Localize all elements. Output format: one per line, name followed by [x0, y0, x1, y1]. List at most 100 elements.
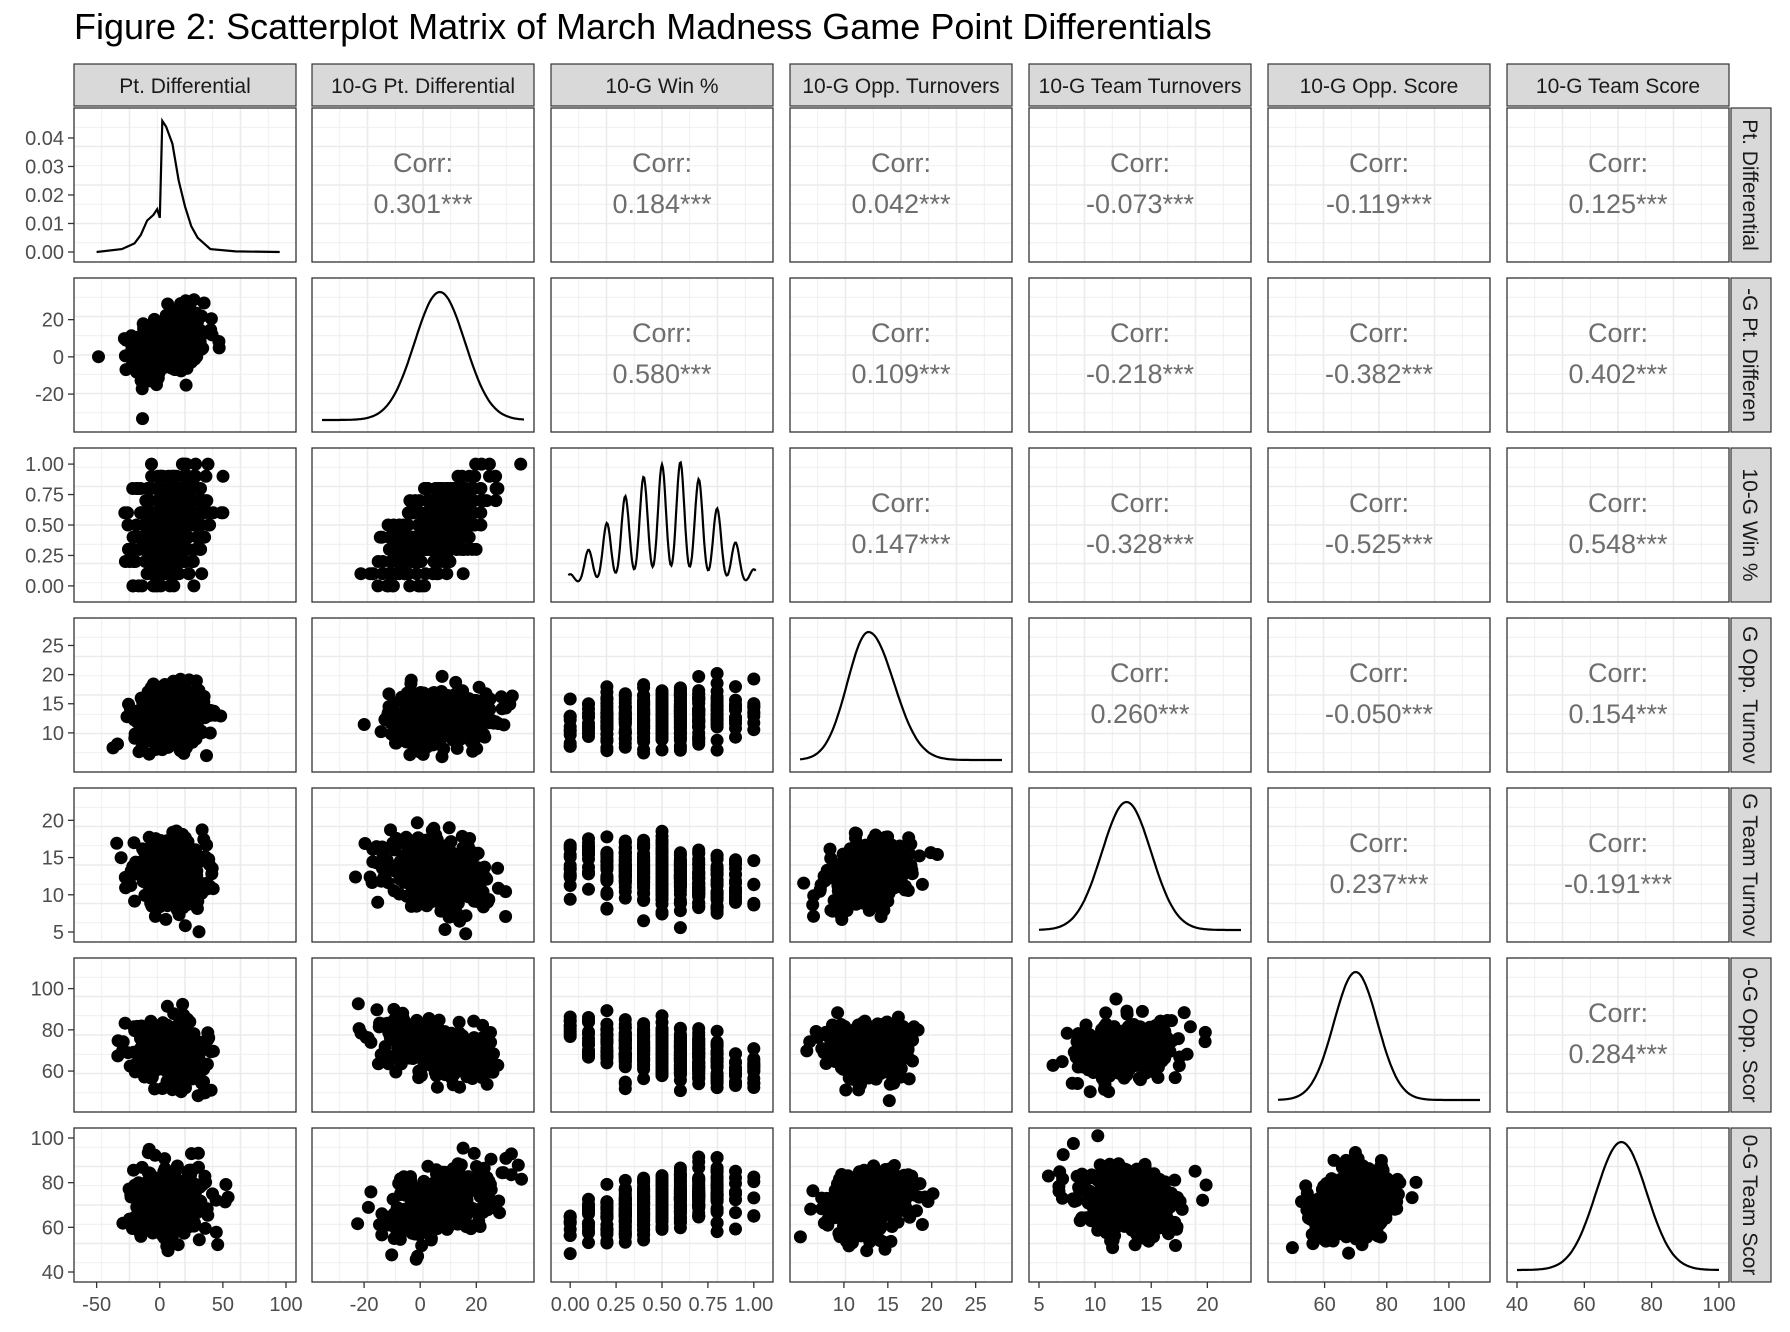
scatter-point [710, 852, 724, 866]
panel-content [357, 669, 519, 764]
scatter-point [673, 921, 687, 935]
matrix-panel [550, 787, 774, 943]
panel-content [110, 823, 220, 939]
scatter-point [824, 851, 838, 865]
column-strip: 10-G Win % [550, 63, 774, 107]
scatter-point [600, 861, 614, 875]
scatter-point [618, 740, 632, 754]
corr-value: 0.580*** [612, 359, 712, 389]
matrix-panel: Corr: 0.301*** [311, 107, 535, 263]
column-strip: 10-G Opp. Score [1267, 63, 1491, 107]
scatter-point [165, 350, 179, 363]
panel-border [1028, 107, 1252, 263]
panel-content [567, 460, 757, 583]
scatter-point [710, 743, 724, 757]
scatter-point [885, 874, 899, 888]
scatter-point [185, 735, 199, 749]
column-strip-label: 10-G Win % [605, 75, 718, 98]
scatter-point [869, 888, 883, 902]
density-curve [799, 630, 1002, 762]
scatter-point [902, 831, 916, 845]
corr-value: 0.548*** [1568, 529, 1668, 559]
scatter-point [183, 302, 197, 316]
panel-content [118, 457, 230, 593]
scatter-points [349, 816, 513, 941]
scatter-point [747, 701, 761, 715]
scatter-point [185, 860, 199, 874]
matrix-panel: Corr: -0.073*** [1028, 107, 1252, 263]
panel-border [1028, 447, 1252, 603]
scatter-point [637, 701, 651, 715]
scatter-point [747, 898, 761, 912]
scatter-point [460, 855, 474, 869]
matrix-panel [550, 447, 774, 603]
panel-border [1267, 447, 1491, 603]
scatter-point [181, 469, 195, 483]
corr-label: Corr: [871, 148, 931, 178]
panel-border [311, 107, 535, 263]
panel-border [789, 447, 1013, 603]
panel-content: Corr: 0.147*** [851, 488, 951, 559]
scatter-point [563, 870, 577, 884]
scatter-point [655, 743, 669, 757]
panel-content: Corr: 0.548*** [1568, 488, 1668, 559]
panel-grid [551, 448, 773, 602]
panel-content [322, 290, 525, 422]
row-strip-label: 0-G Team Scor [1738, 1135, 1761, 1276]
panel-grid [1268, 618, 1490, 772]
corr-value: 0.301*** [373, 189, 473, 219]
scatter-point [474, 886, 488, 899]
scatter-point [128, 894, 142, 908]
scatter-point [176, 870, 189, 884]
panel-content: Corr: -0.525*** [1325, 488, 1434, 559]
scatter-point [618, 715, 632, 729]
scatter-point [930, 848, 944, 861]
scatter-point [482, 457, 496, 471]
scatter-point [204, 312, 218, 326]
scatter-point [179, 888, 193, 902]
scatter-point [600, 699, 614, 713]
scatter-point [600, 680, 614, 694]
scatter-point [430, 555, 444, 568]
panel-grid [312, 108, 534, 262]
scatter-point [177, 711, 191, 725]
scatter-point [465, 723, 478, 737]
corr-value: -0.218*** [1086, 359, 1195, 389]
scatter-point [169, 852, 183, 866]
panel-border [550, 447, 774, 603]
matrix-panel: Corr: 0.184*** [550, 107, 774, 263]
scatter-point [205, 867, 219, 881]
panel-content: Corr: -0.073*** [1086, 148, 1195, 219]
panel-grid [790, 278, 1012, 432]
scatter-point [170, 880, 184, 894]
panel-grid [1029, 108, 1251, 262]
scatter-point [194, 482, 207, 495]
scatter-point [130, 482, 143, 495]
scatter-point [436, 854, 449, 868]
scatter-point [673, 904, 687, 918]
scatter-point [169, 555, 183, 568]
matrix-panel [73, 617, 297, 773]
scatter-point [582, 882, 595, 896]
scatter-points [106, 672, 228, 763]
panel-border [550, 617, 774, 773]
row-strip: Pt. Differential [1730, 107, 1772, 263]
scatter-point [145, 360, 159, 373]
panel-border [311, 787, 535, 943]
scatter-point [178, 919, 192, 933]
matrix-panel: Corr: -0.328*** [1028, 447, 1252, 603]
corr-value: -0.382*** [1325, 359, 1434, 389]
scatter-point [167, 579, 181, 593]
scatter-point [195, 726, 209, 739]
scatter-point [824, 865, 838, 879]
scatter-point [178, 494, 192, 508]
panel-border [1028, 787, 1252, 943]
panel-border [1028, 617, 1252, 773]
scatter-point [156, 890, 170, 904]
matrix-panel [73, 107, 297, 263]
scatter-point [692, 670, 706, 683]
scatter-point [655, 861, 669, 875]
panel-border [789, 787, 1013, 943]
scatter-point [600, 708, 614, 722]
scatter-point [403, 721, 417, 734]
